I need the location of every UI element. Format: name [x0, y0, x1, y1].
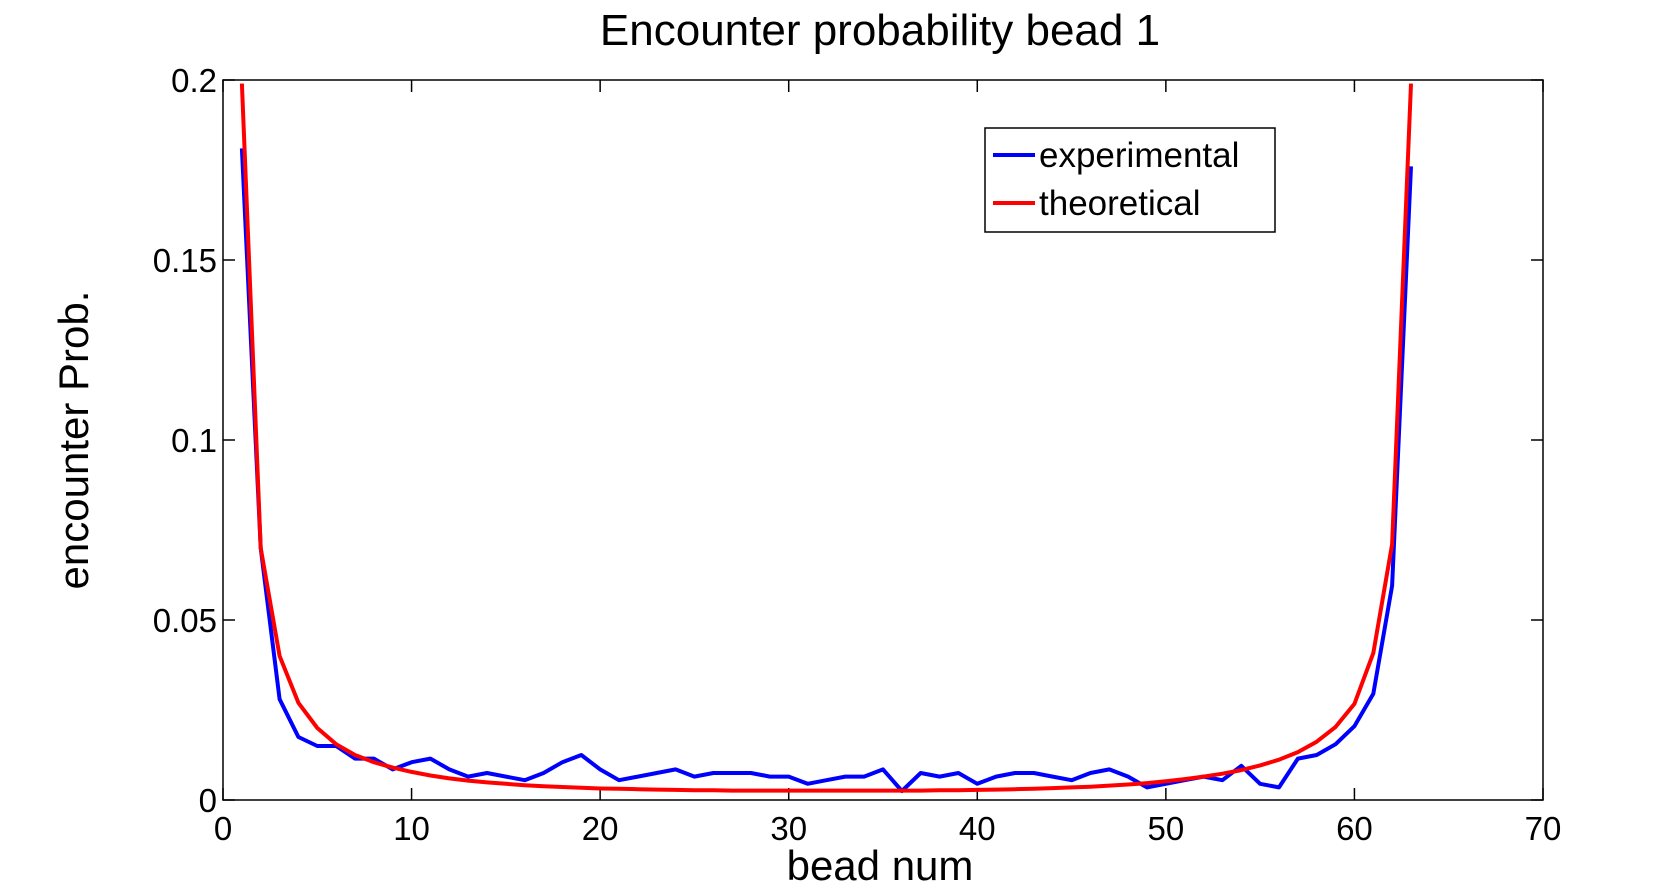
legend-box	[984, 127, 1276, 233]
legend-label-experimental: experimental	[1039, 136, 1239, 175]
chart-title: Encounter probability bead 1	[600, 6, 1160, 55]
x-tick-label: 10	[393, 810, 430, 847]
x-tick-label: 0	[214, 810, 232, 847]
y-axis-label: encounter Prob.	[50, 291, 97, 590]
x-tick-label: 20	[582, 810, 619, 847]
y-tick-label: 0.05	[153, 602, 217, 639]
x-tick-label: 30	[770, 810, 807, 847]
series-line-experimental	[239, 148, 1413, 793]
y-tick-label: 0.1	[171, 422, 217, 459]
axis-ticks: 0 10 20 30 40 50 60 70 0 0.05 0.1 0.15 0.2	[153, 62, 1562, 847]
y-tick-label: 0.2	[171, 62, 217, 99]
series-line-theoretical	[239, 83, 1413, 793]
series-layer	[239, 83, 1413, 793]
x-tick-label: 50	[1147, 810, 1184, 847]
x-tick-label: 40	[959, 810, 996, 847]
legend: experimental theoretical	[984, 127, 1276, 233]
x-axis-label: bead num	[787, 842, 974, 887]
y-tick-label: 0	[199, 782, 217, 819]
y-tick-label: 0.15	[153, 242, 217, 279]
legend-label-theoretical: theoretical	[1039, 184, 1200, 223]
x-tick-label: 60	[1336, 810, 1373, 847]
x-tick-label: 70	[1525, 810, 1562, 847]
